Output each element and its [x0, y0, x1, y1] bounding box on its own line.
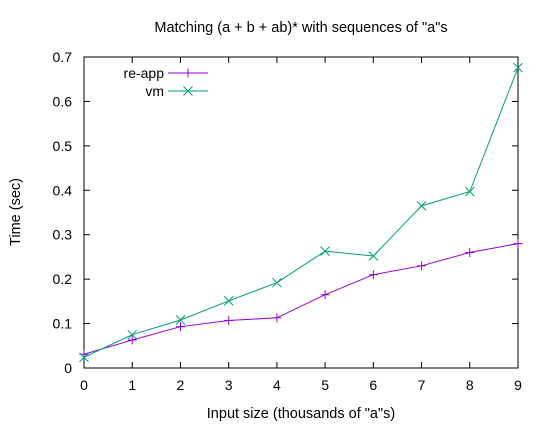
data-point-re-app	[272, 313, 282, 323]
data-point-vm	[272, 277, 282, 288]
data-point-re-app	[417, 261, 427, 271]
legend-marker	[183, 68, 193, 78]
data-point-vm	[320, 246, 330, 257]
x-tick-label: 8	[466, 377, 474, 393]
x-tick-label: 9	[514, 377, 522, 393]
series-line-vm	[83, 67, 519, 358]
plot-area	[79, 62, 523, 363]
y-axis-label: Time (sec)	[8, 178, 24, 246]
chart-title: Matching (a + b + ab)* with sequences of…	[154, 20, 447, 36]
data-point-vm	[127, 329, 138, 340]
data-point-re-app	[513, 239, 523, 249]
data-point-vm	[79, 352, 89, 363]
data-point-re-app	[127, 335, 137, 345]
marker-stroke	[320, 246, 330, 257]
data-point-re-app	[224, 315, 234, 325]
marker-stroke	[175, 315, 186, 325]
data-point-vm	[513, 62, 523, 73]
marker-stroke	[513, 62, 523, 73]
data-point-vm	[368, 251, 379, 261]
marker-stroke	[368, 251, 379, 261]
data-point-vm	[175, 315, 186, 325]
legend-label: vm	[145, 83, 164, 99]
marker-stroke	[223, 296, 234, 306]
marker-stroke	[79, 352, 89, 363]
series-line-re-app	[83, 243, 519, 355]
marker-stroke	[272, 277, 282, 288]
x-tick-label: 6	[369, 377, 377, 393]
marker-stroke	[416, 200, 427, 211]
x-tick-label: 7	[418, 377, 426, 393]
y-tick-label: 0.1	[53, 316, 73, 332]
x-tick-label: 3	[225, 377, 233, 393]
y-tick-label: 0	[64, 360, 72, 376]
x-tick-label: 5	[321, 377, 329, 393]
x-axis-label: Input size (thousands of "a"s)	[207, 406, 395, 422]
ticks: 0 1 2 3 4 5 6 7 8 9 0 0.1 0.2 0.3 0.4 0.5 0.6 0.7	[53, 49, 523, 393]
data-point-re-app	[320, 290, 330, 300]
data-point-vm	[223, 296, 234, 306]
x-tick-label: 1	[128, 377, 136, 393]
y-tick-label: 0.5	[53, 138, 73, 154]
y-tick-label: 0.2	[53, 271, 73, 287]
legend-label: re-app	[124, 65, 165, 81]
plot-border	[83, 56, 519, 369]
y-tick-label: 0.7	[53, 49, 73, 65]
marker-stroke	[464, 186, 475, 197]
legend-marker	[183, 86, 193, 96]
x-tick-label: 4	[273, 377, 281, 393]
marker-stroke	[183, 86, 193, 96]
y-tick-label: 0.6	[53, 93, 73, 109]
data-point-vm	[464, 186, 475, 197]
x-tick-label: 0	[80, 377, 88, 393]
marker-stroke	[127, 329, 138, 340]
axes	[83, 56, 519, 369]
data-point-re-app	[175, 322, 185, 332]
y-tick-label: 0.4	[53, 182, 73, 198]
data-point-re-app	[368, 270, 378, 280]
data-point-re-app	[465, 247, 475, 257]
legend: re-app vm	[124, 65, 208, 99]
y-tick-label: 0.3	[53, 227, 73, 243]
data-point-vm	[416, 200, 427, 211]
x-tick-label: 2	[177, 377, 185, 393]
